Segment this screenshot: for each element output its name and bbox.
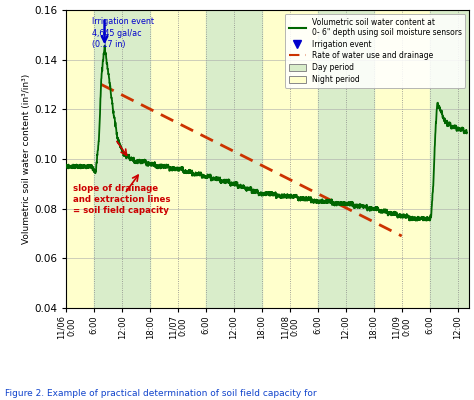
Bar <box>429 10 469 308</box>
Bar <box>94 10 150 308</box>
Text: slope of drainage
and extraction lines
= soil field capacity: slope of drainage and extraction lines =… <box>73 184 171 215</box>
Text: Irrigation event
4,645 gal/ac
(0.17 in): Irrigation event 4,645 gal/ac (0.17 in) <box>92 18 154 49</box>
Bar <box>318 10 374 308</box>
Legend: Volumetric soil water content at
0- 6" depth using soil moisture sensors, Irriga: Volumetric soil water content at 0- 6" d… <box>285 14 465 88</box>
Text: Figure 2. Example of practical determination of soil field capacity for: Figure 2. Example of practical determina… <box>5 389 316 398</box>
Bar <box>206 10 262 308</box>
Y-axis label: Volumetric soil water content (in³/in³): Volumetric soil water content (in³/in³) <box>22 74 31 244</box>
